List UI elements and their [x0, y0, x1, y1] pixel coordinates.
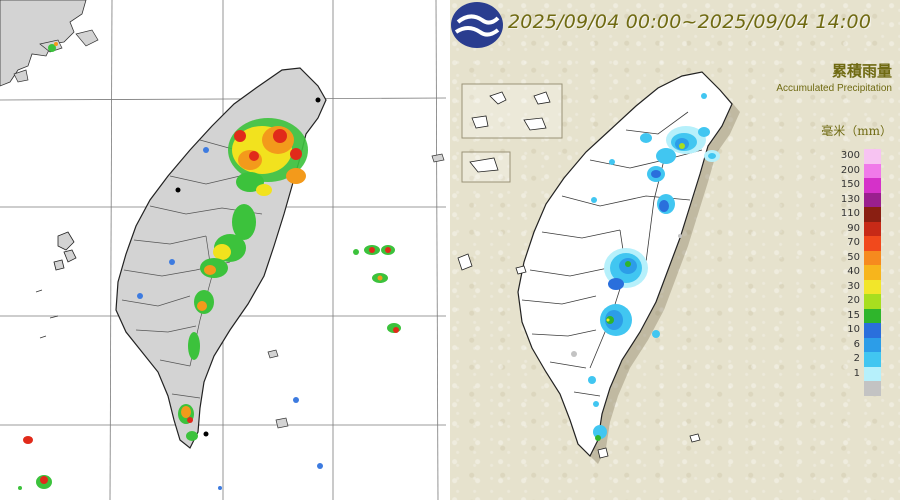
legend-row: 15 [838, 308, 892, 323]
legend-label: 40 [847, 266, 860, 277]
legend-swatch [864, 337, 881, 352]
legend-label: 110 [840, 208, 860, 219]
legend-label: 200 [840, 164, 860, 176]
penghu-islands-shape [53, 231, 77, 271]
legend-swatch [864, 192, 881, 207]
legend-row: 300 [838, 149, 892, 164]
legend-row: 40 [838, 265, 892, 280]
legend-row [838, 381, 892, 396]
accumulated-rain-map: 2025/09/04 00:00~2025/09/04 14:00 累積雨量 A… [450, 0, 900, 500]
legend-row: 1 [838, 366, 892, 381]
legend-swatch [864, 308, 881, 323]
legend-row: 20 [838, 294, 892, 309]
legend-row: 50 [838, 250, 892, 265]
radar-echo-map [0, 0, 446, 500]
legend-swatch [864, 207, 881, 222]
legend-swatch [864, 163, 881, 178]
legend-swatch [864, 265, 881, 280]
legend-label: 300 [840, 150, 860, 161]
radar-echoes [18, 42, 401, 490]
legend-swatch [864, 221, 881, 236]
legend-row: 2 [838, 352, 892, 367]
legend-label: 130 [840, 193, 860, 205]
legend-row: 30 [838, 279, 892, 294]
legend-row: 70 [838, 236, 892, 251]
legend-label: 10 [847, 324, 860, 335]
product-title-chinese: 累積雨量 [831, 62, 892, 80]
legend-row: 150 [838, 178, 892, 193]
legend-swatch [864, 178, 881, 193]
legend-row: 200 [838, 163, 892, 178]
legend-label: 2 [853, 353, 860, 364]
legend-row: 6 [838, 337, 892, 352]
legend-swatch [864, 149, 881, 164]
radar-stations [175, 97, 321, 437]
legend-swatch [864, 381, 881, 396]
legend-row: 130 [838, 192, 892, 207]
panel-divider [446, 0, 450, 500]
rain-map-canvas [457, 71, 740, 464]
radar-map-canvas [0, 0, 446, 500]
legend-label: 20 [847, 295, 860, 306]
legend-swatch [864, 323, 881, 338]
legend-label: 90 [847, 222, 860, 234]
rain-period-title: 2025/09/04 00:00~2025/09/04 14:00 [508, 11, 872, 33]
legend-swatch [864, 279, 881, 294]
legend-label: 1 [853, 367, 860, 379]
cwa-logo-icon [451, 2, 503, 48]
legend-label: 50 [847, 251, 860, 263]
legend-swatch [864, 236, 881, 251]
rain-patches [571, 93, 720, 441]
legend-label: 30 [847, 280, 860, 292]
legend-label: 6 [853, 338, 860, 350]
legend-swatch [864, 250, 881, 265]
legend-row: 90 [838, 221, 892, 236]
rain-legend: 300 200 150 130 110 90 70 50 40 30 20 15 10 6 2 1 [838, 149, 892, 439]
legend-swatch [864, 294, 881, 309]
legend-swatch [864, 366, 881, 381]
legend-swatch [864, 352, 881, 367]
legend-row: 110 [838, 207, 892, 222]
legend-row: 10 [838, 323, 892, 338]
legend-label: 70 [847, 237, 860, 248]
product-title-english: Accumulated Precipitation [776, 83, 892, 94]
legend-unit-label: 毫米（mm） [821, 124, 892, 138]
legend-label: 15 [847, 309, 860, 321]
offshore-island-insets [461, 83, 563, 183]
legend-label: 150 [840, 179, 860, 190]
